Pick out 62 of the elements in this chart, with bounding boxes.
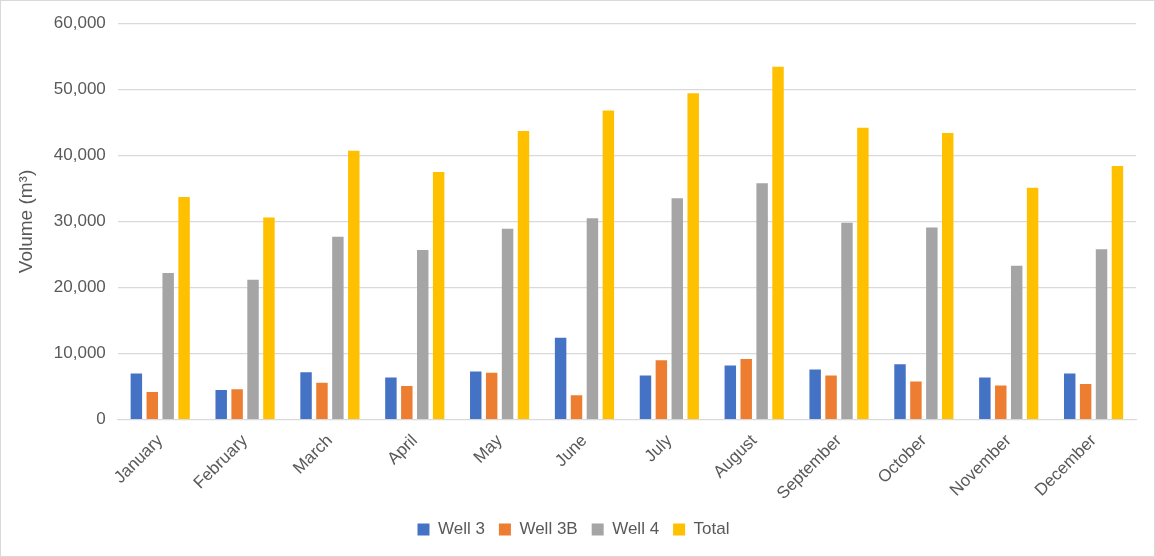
bar	[517, 130, 530, 420]
bar	[485, 372, 498, 420]
bar	[162, 273, 174, 420]
y-tick-label: 10,000	[53, 343, 106, 363]
y-tick-label: 50,000	[53, 78, 106, 98]
bar	[687, 93, 699, 420]
bar	[401, 386, 413, 420]
legend-label: Well 3B	[519, 519, 578, 539]
bar	[263, 217, 275, 420]
bar	[979, 377, 991, 420]
bar	[995, 385, 1007, 420]
bar	[942, 132, 954, 420]
bar	[247, 279, 259, 420]
bar	[385, 377, 397, 420]
bar	[671, 198, 684, 420]
bar	[841, 222, 853, 420]
bar	[926, 227, 938, 420]
bar	[417, 249, 429, 420]
bar	[740, 358, 752, 420]
bar	[554, 337, 567, 420]
legend-label: Well 3	[437, 519, 485, 539]
bar	[1079, 384, 1092, 420]
bar	[1063, 373, 1076, 420]
bar	[570, 395, 583, 420]
bar	[1010, 265, 1023, 420]
bar	[300, 372, 312, 420]
bar	[639, 375, 652, 420]
bar	[655, 360, 668, 420]
y-tick-label: 40,000	[53, 145, 106, 165]
x-tick-label: July	[640, 430, 676, 466]
bar	[724, 365, 737, 420]
bar	[894, 364, 906, 420]
bar	[215, 390, 227, 420]
bar	[1111, 165, 1124, 420]
bar	[178, 197, 190, 420]
bar	[146, 392, 158, 420]
bar	[1026, 187, 1039, 420]
bar	[772, 66, 784, 420]
y-tick-label: 0	[96, 409, 106, 429]
bar	[602, 110, 615, 420]
bar	[470, 371, 482, 420]
bar	[332, 236, 344, 420]
y-tick-label: 60,000	[53, 12, 106, 32]
x-tick-label: May	[469, 430, 507, 467]
bar	[348, 150, 360, 420]
bar	[432, 171, 445, 420]
bar	[231, 389, 243, 420]
bar	[857, 127, 869, 420]
bar	[316, 382, 328, 420]
bar	[910, 381, 922, 420]
bar	[501, 228, 514, 420]
y-axis-title: Volume (m³)	[14, 169, 36, 274]
bar	[1095, 249, 1108, 420]
bar	[586, 218, 599, 420]
y-tick-label: 30,000	[53, 211, 106, 231]
bar	[825, 375, 837, 420]
legend-label: Well 4	[612, 519, 660, 539]
y-tick-label: 20,000	[53, 277, 106, 297]
bar	[130, 373, 143, 420]
bar	[809, 369, 821, 420]
bar	[756, 183, 768, 420]
legend-label: Total	[693, 519, 730, 539]
